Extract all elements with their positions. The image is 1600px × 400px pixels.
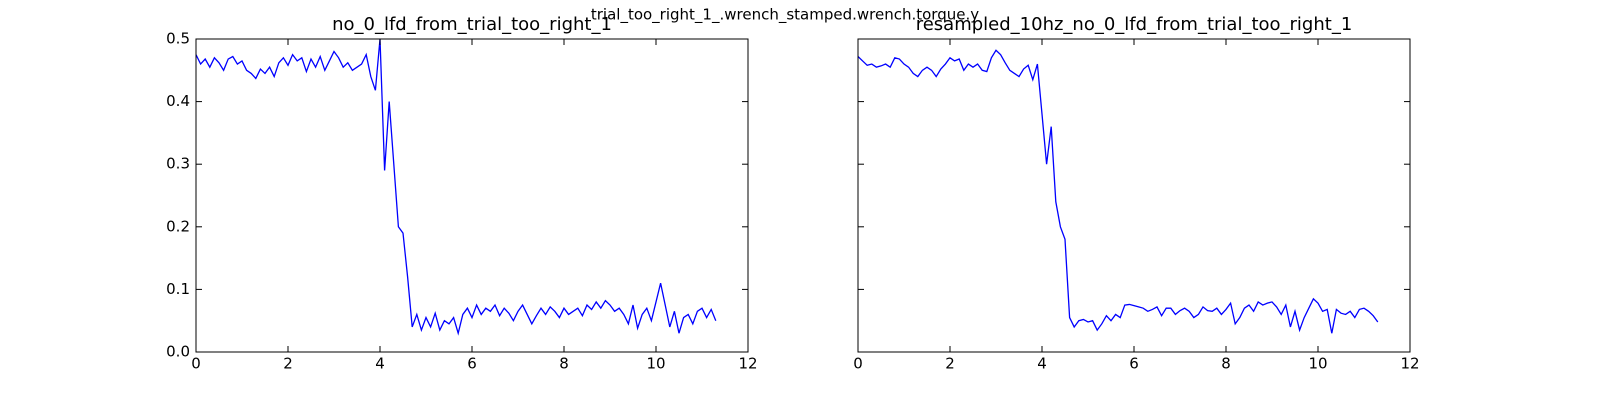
x-tick-label: 4	[1037, 355, 1047, 373]
data-line	[195, 38, 717, 336]
figure-title: trial_too_right_1_.wrench_stamped.wrench…	[591, 6, 979, 25]
data-line	[857, 49, 1379, 334]
x-tick-label: 12	[1400, 355, 1419, 373]
y-tick-label: 0.4	[166, 92, 190, 110]
x-tick-label: 6	[467, 355, 477, 373]
y-tick-label: 0.0	[166, 343, 190, 361]
x-tick-label: 10	[1308, 355, 1327, 373]
x-tick-label: 0	[853, 355, 863, 373]
x-tick-label: 2	[945, 355, 955, 373]
x-tick-label: 4	[375, 355, 385, 373]
x-tick-label: 2	[283, 355, 293, 373]
x-tick-label: 6	[1129, 355, 1139, 373]
x-tick-label: 8	[1221, 355, 1231, 373]
x-tick-label: 0	[191, 355, 201, 373]
y-tick-label: 0.5	[166, 30, 190, 48]
chart-title: resampled_10hz_no_0_lfd_from_trial_too_r…	[916, 14, 1353, 35]
x-tick-label: 10	[646, 355, 665, 373]
y-tick-label: 0.1	[166, 280, 190, 298]
y-tick-label: 0.2	[166, 217, 190, 235]
x-tick-label: 12	[738, 355, 757, 373]
y-tick-label: 0.3	[166, 155, 190, 173]
chart-title: no_0_lfd_from_trial_too_right_1	[332, 14, 612, 35]
x-tick-label: 8	[559, 355, 569, 373]
